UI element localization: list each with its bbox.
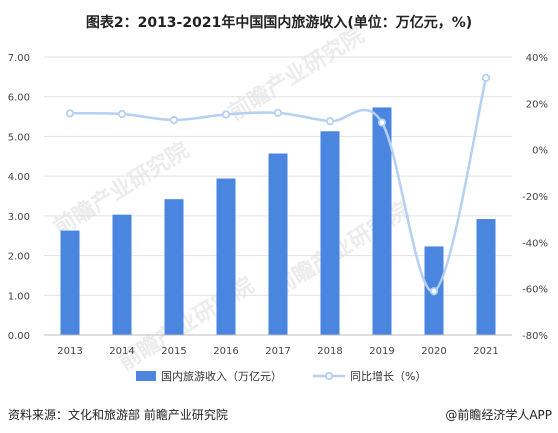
growth-point (325, 117, 335, 126)
growth-point (169, 115, 179, 125)
chart-title: 图表2：2013-2021年中国国内旅游收入(单位：万亿元，%) (85, 15, 473, 31)
x-axis-tick-label: 2014 (109, 346, 134, 357)
bar-revenue (476, 219, 496, 335)
left-axis-tick-label: 4.00 (8, 172, 30, 183)
bar-revenue (320, 131, 340, 335)
x-axis-tick-label: 2013 (57, 346, 82, 357)
legend-label-bar: 国内旅游收入（万亿元） (161, 369, 282, 383)
bar-revenue (112, 214, 132, 335)
x-axis-tick-label: 2020 (421, 346, 446, 357)
x-axis-tick-label: 2018 (317, 346, 342, 357)
watermark-text: 前瞻产业研究院 (114, 272, 258, 376)
right-axis-tick-label: 20% (526, 99, 548, 110)
x-axis-tick-label: 2019 (369, 346, 394, 357)
growth-point (481, 73, 491, 82)
left-axis-tick-label: 7.00 (8, 53, 30, 64)
watermark-text: 前瞻产业研究院 (269, 197, 413, 301)
left-axis-tick-label: 5.00 (8, 132, 30, 143)
right-axis-tick-label: -40% (522, 238, 548, 249)
left-axis-tick-label: 2.00 (8, 252, 30, 263)
left-axis-tick-label: 6.00 (8, 93, 30, 104)
x-axis-tick-label: 2016 (213, 346, 238, 357)
right-axis-tick-label: -20% (522, 192, 548, 203)
x-axis-tick-label: 2015 (161, 346, 186, 357)
x-axis-tick-label: 2017 (265, 346, 290, 357)
bar-revenue (372, 107, 392, 336)
bar-revenue (164, 199, 184, 335)
legend-swatch-bar (136, 371, 156, 381)
growth-point (377, 118, 387, 127)
source-note: 资料来源：文化和旅游部 前瞻产业研究院 (8, 408, 228, 422)
left-axis-tick-label: 1.00 (8, 291, 30, 302)
bar-revenue (268, 153, 288, 335)
growth-point (65, 109, 75, 118)
growth-point (117, 109, 127, 119)
right-axis-tick-label: 0% (532, 146, 548, 157)
right-axis-tick-label: 40% (526, 53, 548, 64)
x-axis-tick-label: 2021 (473, 346, 498, 357)
left-axis-tick-label: 0.00 (8, 331, 30, 342)
growth-point (221, 110, 231, 119)
watermark-text: 前瞻产业研究院 (224, 22, 368, 126)
legend-marker-line (324, 371, 334, 381)
legend-label-line: 同比增长（%） (350, 369, 426, 383)
bar-revenue (60, 230, 80, 335)
brand-credit: @前瞻经济学人APP (445, 408, 552, 422)
bar-revenue (216, 178, 236, 335)
left-axis-tick-label: 3.00 (8, 212, 30, 223)
growth-point (273, 108, 283, 117)
growth-point (429, 287, 439, 296)
right-axis-tick-label: -80% (522, 331, 548, 342)
right-axis-tick-label: -60% (522, 285, 548, 296)
